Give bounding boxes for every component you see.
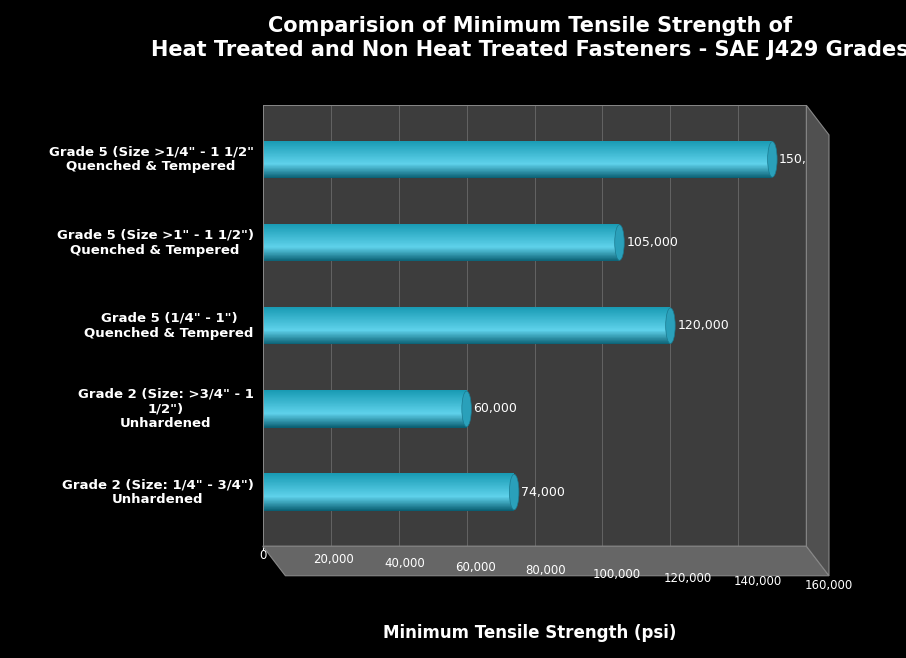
Text: 105,000: 105,000 <box>626 236 679 249</box>
Text: 140,000: 140,000 <box>734 575 783 588</box>
Ellipse shape <box>462 391 471 426</box>
Text: 20,000: 20,000 <box>313 553 354 566</box>
Ellipse shape <box>767 141 777 177</box>
Ellipse shape <box>666 308 675 343</box>
Text: 160,000: 160,000 <box>805 579 853 592</box>
Text: Grade 5 (Size >1" - 1 1/2")
Quenched & Tempered: Grade 5 (Size >1" - 1 1/2") Quenched & T… <box>57 228 254 257</box>
Text: 80,000: 80,000 <box>525 564 566 577</box>
Text: 60,000: 60,000 <box>473 403 517 415</box>
Polygon shape <box>263 546 829 576</box>
Text: Grade 2 (Size: >3/4" - 1
1/2")
Unhardened: Grade 2 (Size: >3/4" - 1 1/2") Unhardene… <box>78 388 254 430</box>
Text: 120,000: 120,000 <box>663 572 711 585</box>
Text: 40,000: 40,000 <box>384 557 425 570</box>
Text: Comparision of Minimum Tensile Strength of
Heat Treated and Non Heat Treated Fas: Comparision of Minimum Tensile Strength … <box>151 16 906 60</box>
Text: 100,000: 100,000 <box>593 568 641 581</box>
Text: 60,000: 60,000 <box>455 561 496 574</box>
Text: Grade 5 (1/4" - 1")
Quenched & Tempered: Grade 5 (1/4" - 1") Quenched & Tempered <box>84 312 254 340</box>
Polygon shape <box>806 105 829 576</box>
Text: 0: 0 <box>259 549 266 563</box>
Text: 120,000: 120,000 <box>677 319 729 332</box>
Text: 74,000: 74,000 <box>521 486 564 499</box>
Text: Grade 2 (Size: 1/4" - 3/4")
Unhardened: Grade 2 (Size: 1/4" - 3/4") Unhardened <box>62 478 254 506</box>
Ellipse shape <box>614 225 624 261</box>
Ellipse shape <box>509 474 519 510</box>
Text: Grade 5 (Size >1/4" - 1 1/2"
Quenched & Tempered: Grade 5 (Size >1/4" - 1 1/2" Quenched & … <box>49 145 254 173</box>
Text: 150,000: 150,000 <box>779 153 831 166</box>
Text: Minimum Tensile Strength (psi): Minimum Tensile Strength (psi) <box>383 624 677 642</box>
